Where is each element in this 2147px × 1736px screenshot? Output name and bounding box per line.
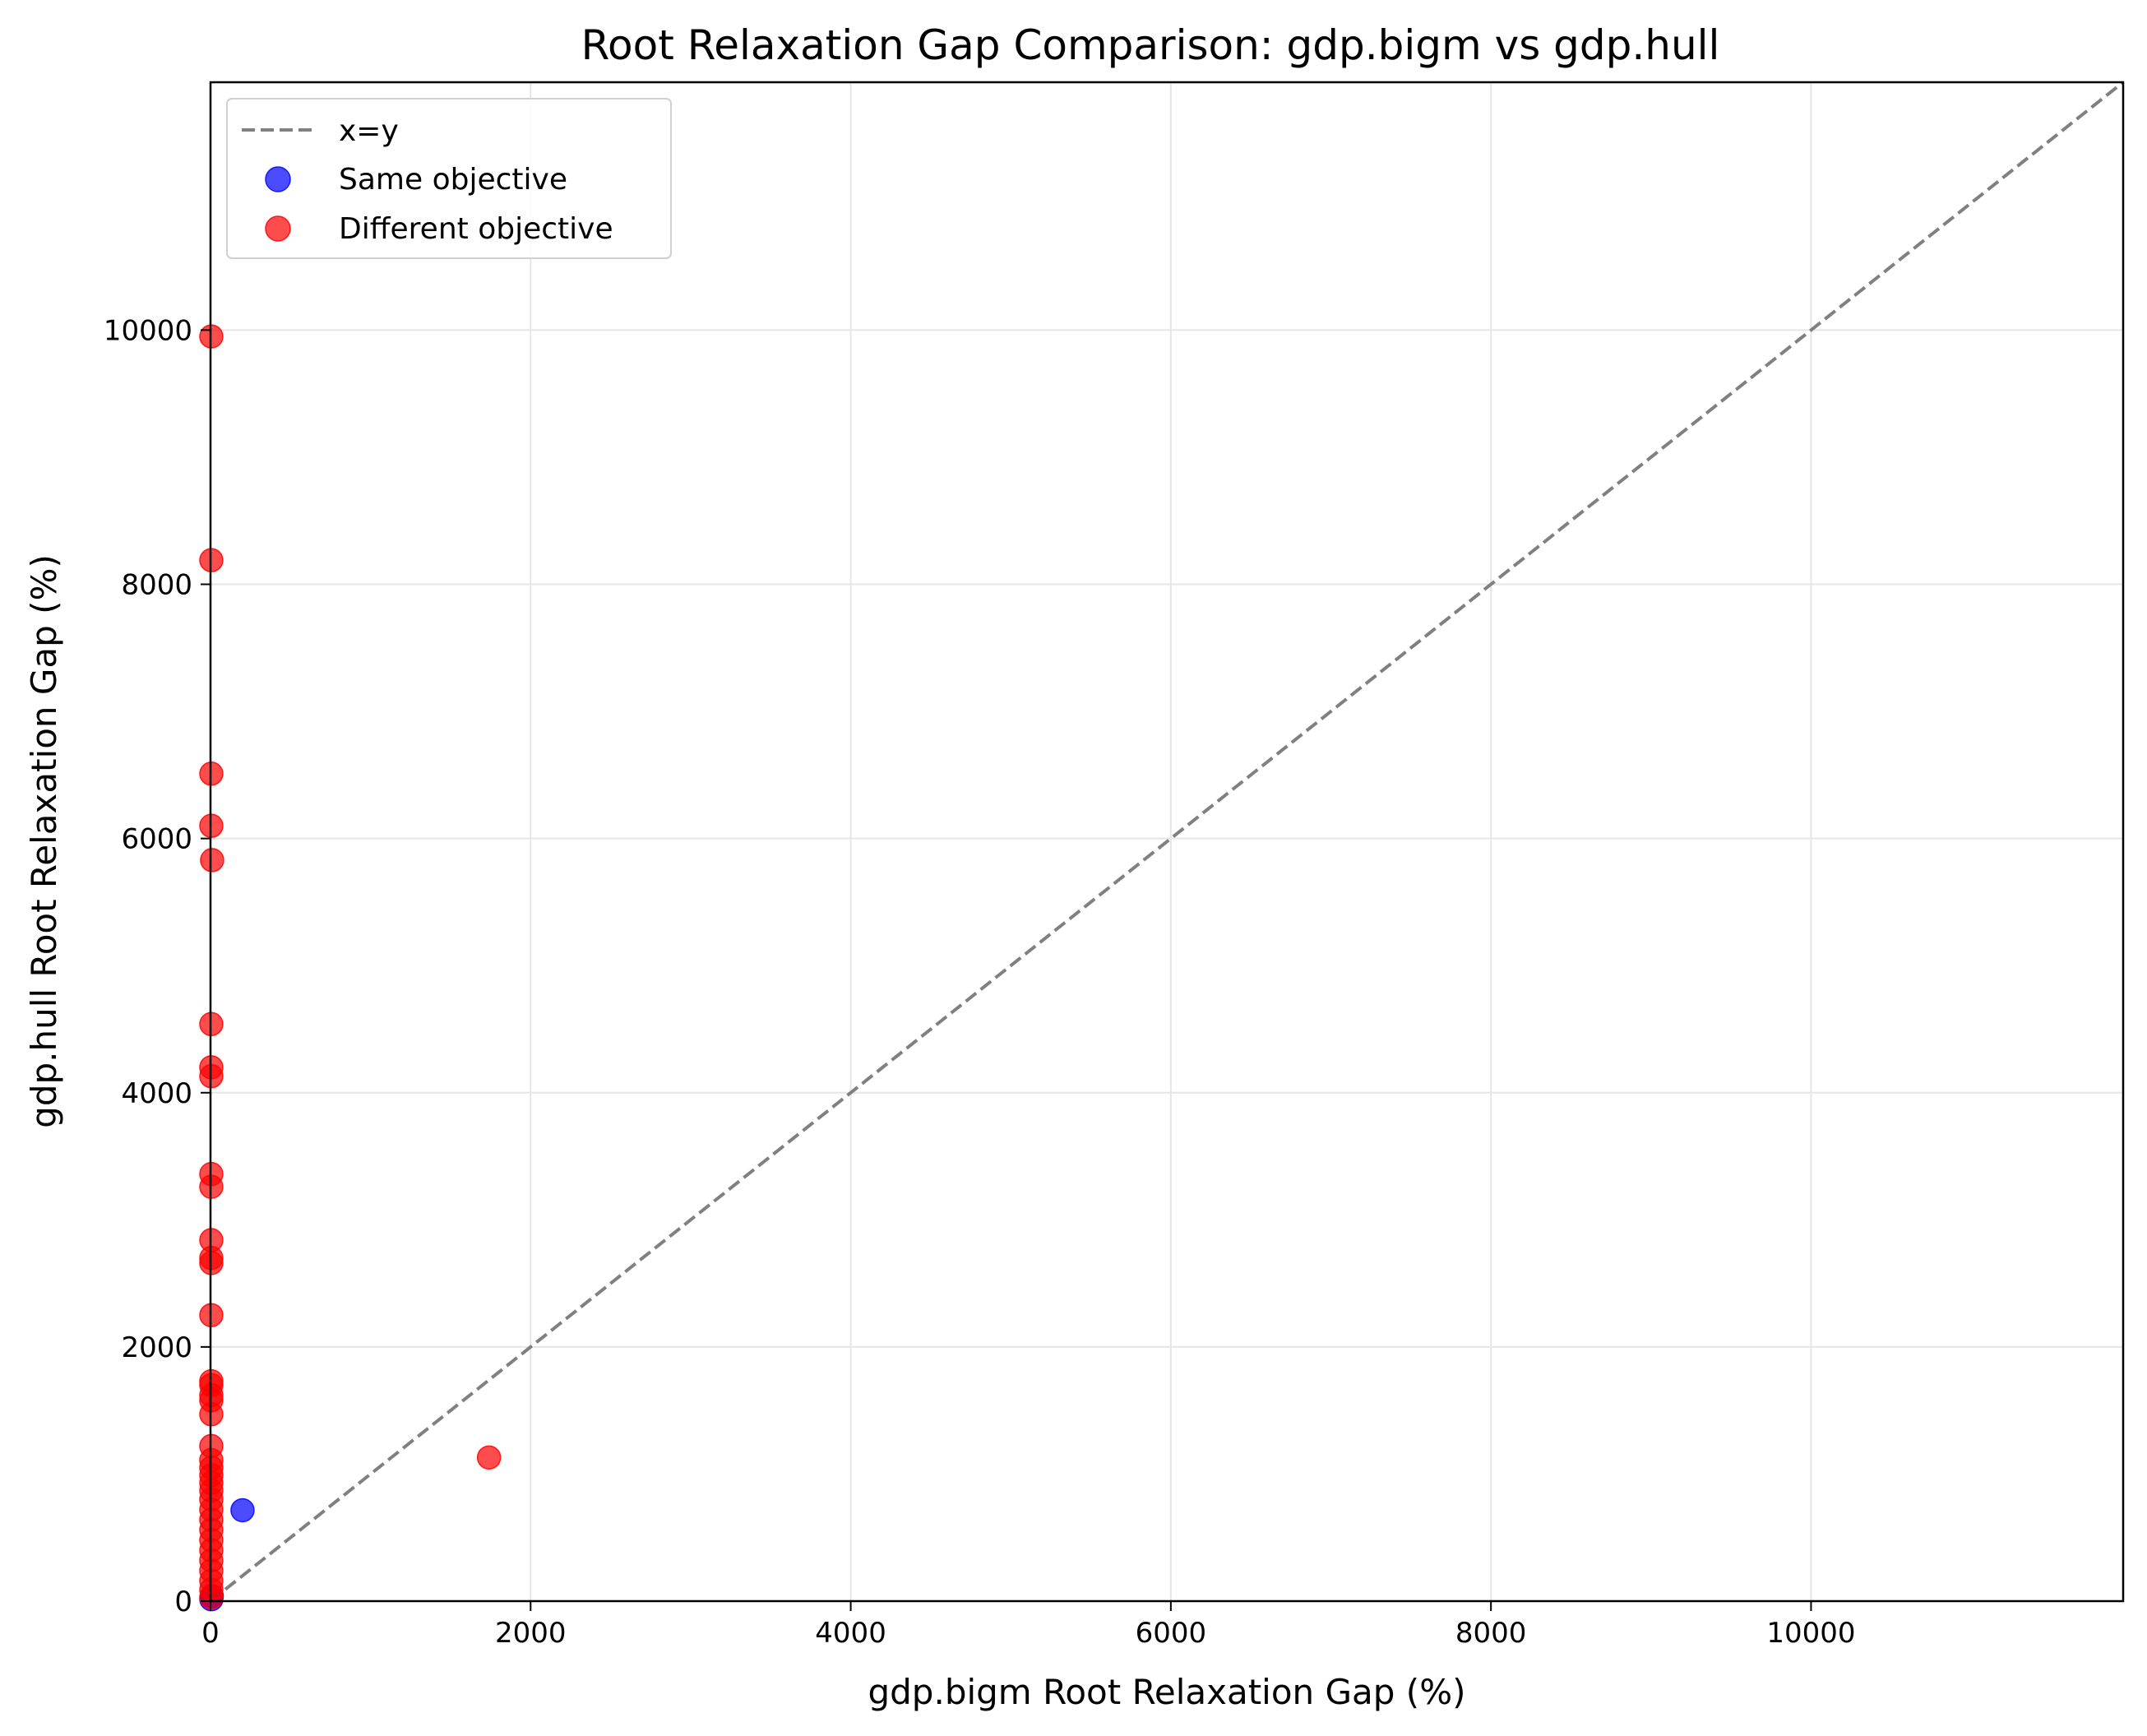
x-tick-label: 10000 xyxy=(1766,1617,1855,1650)
legend-marker xyxy=(265,166,291,192)
legend: x=y Same objective Different objective xyxy=(226,98,672,259)
x-tick-label: 0 xyxy=(201,1617,220,1650)
y-tick-label: 8000 xyxy=(121,569,192,602)
data-point xyxy=(476,1445,502,1470)
x-tick-label: 4000 xyxy=(815,1617,886,1650)
y-axis-label: gdp.hull Root Relaxation Gap (%) xyxy=(24,554,64,1128)
y-tick-label: 0 xyxy=(174,1586,192,1618)
reference-line-layer xyxy=(209,81,2125,1603)
x-axis-label: gdp.bigm Root Relaxation Gap (%) xyxy=(868,1672,1465,1712)
plot-frame xyxy=(209,81,2125,1603)
legend-box xyxy=(226,98,672,259)
y-tick-label: 10000 xyxy=(104,314,192,347)
data-point xyxy=(200,848,224,873)
x-tick-label: 8000 xyxy=(1455,1617,1527,1650)
legend-label: x=y xyxy=(339,114,399,148)
chart-title: Root Relaxation Gap Comparison: gdp.bigm… xyxy=(581,21,1720,69)
legend-marker xyxy=(265,215,291,242)
y-tick-label: 2000 xyxy=(121,1331,192,1364)
reference-line-x-equals-y xyxy=(209,81,2125,1603)
legend-label: Same objective xyxy=(339,163,567,197)
legend-label: Different objective xyxy=(339,212,613,246)
x-tick-label: 6000 xyxy=(1136,1617,1207,1650)
data-point xyxy=(230,1498,255,1523)
x-tick-label: 2000 xyxy=(495,1617,567,1650)
y-tick-label: 6000 xyxy=(121,823,192,856)
y-tick-label: 4000 xyxy=(121,1077,192,1110)
ticks-layer: 0 2000 4000 6000 8000 10000 0 2000 4000 6000 8000 1… xyxy=(104,314,1856,1650)
